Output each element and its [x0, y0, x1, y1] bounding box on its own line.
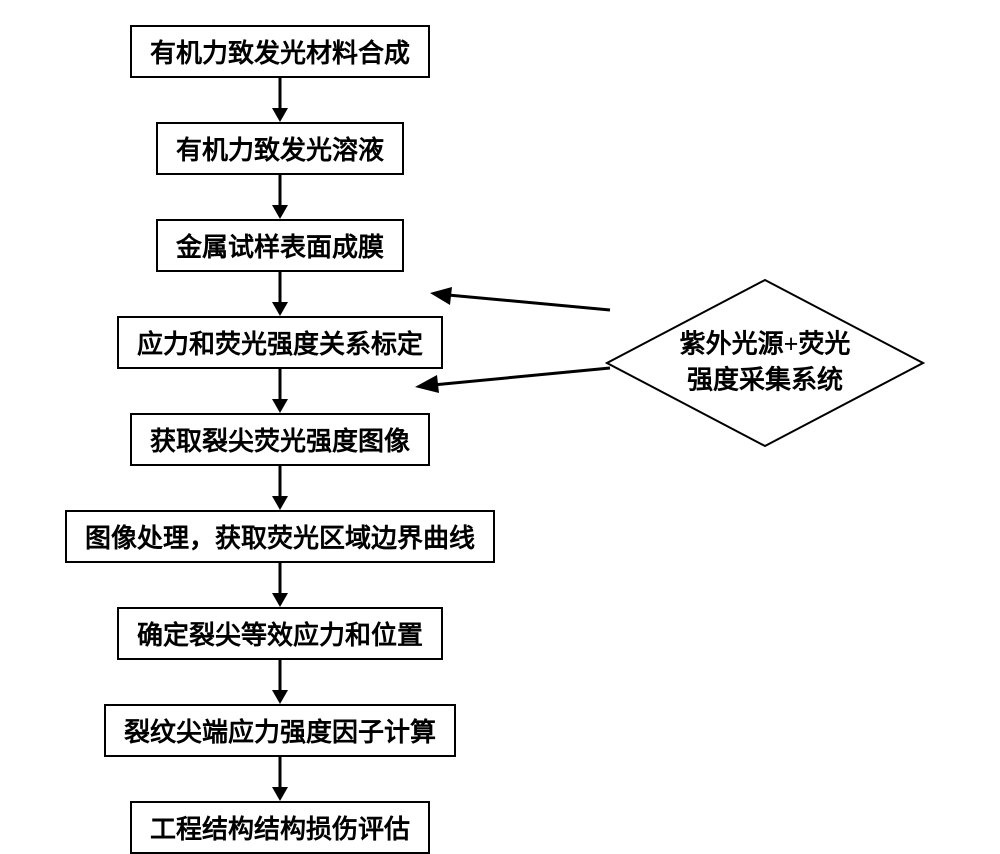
arrow-down — [70, 660, 490, 704]
arrow-down — [70, 757, 490, 801]
step-row: 应力和荧光强度关系标定 — [70, 316, 490, 369]
arrow-down — [70, 563, 490, 607]
diamond-line2: 强度采集系统 — [687, 366, 843, 395]
side-node-diamond: 紫外光源+荧光 强度采集系统 — [605, 278, 925, 448]
step-row: 金属试样表面成膜 — [70, 219, 490, 272]
step-row: 确定裂尖等效应力和位置 — [70, 607, 490, 660]
step-row: 获取裂尖荧光强度图像 — [70, 413, 490, 466]
step-row: 裂纹尖端应力强度因子计算 — [70, 704, 490, 757]
step-box-8: 工程结构结构损伤评估 — [130, 801, 430, 854]
main-flow-column: 有机力致发光材料合成 有机力致发光溶液 金属试样表面成膜 应力和荧光强度关系标定… — [70, 25, 490, 854]
step-box-1: 有机力致发光溶液 — [156, 122, 404, 175]
step-row: 工程结构结构损伤评估 — [70, 801, 490, 854]
arrow-down — [70, 369, 490, 413]
step-row: 有机力致发光溶液 — [70, 122, 490, 175]
step-box-0: 有机力致发光材料合成 — [130, 25, 430, 78]
step-box-7: 裂纹尖端应力强度因子计算 — [104, 704, 456, 757]
step-row: 有机力致发光材料合成 — [70, 25, 490, 78]
step-row: 图像处理，获取荧光区域边界曲线 — [70, 510, 490, 563]
arrow-down — [70, 272, 490, 316]
arrow-down — [70, 78, 490, 122]
step-box-6: 确定裂尖等效应力和位置 — [117, 607, 443, 660]
arrow-down — [70, 175, 490, 219]
step-box-5: 图像处理，获取荧光区域边界曲线 — [65, 510, 495, 563]
diamond-label: 紫外光源+荧光 强度采集系统 — [680, 327, 851, 400]
arrow-down — [70, 466, 490, 510]
step-box-4: 获取裂尖荧光强度图像 — [130, 413, 430, 466]
step-box-2: 金属试样表面成膜 — [156, 219, 404, 272]
diamond-line1: 紫外光源+荧光 — [680, 330, 851, 359]
step-box-3: 应力和荧光强度关系标定 — [117, 316, 443, 369]
